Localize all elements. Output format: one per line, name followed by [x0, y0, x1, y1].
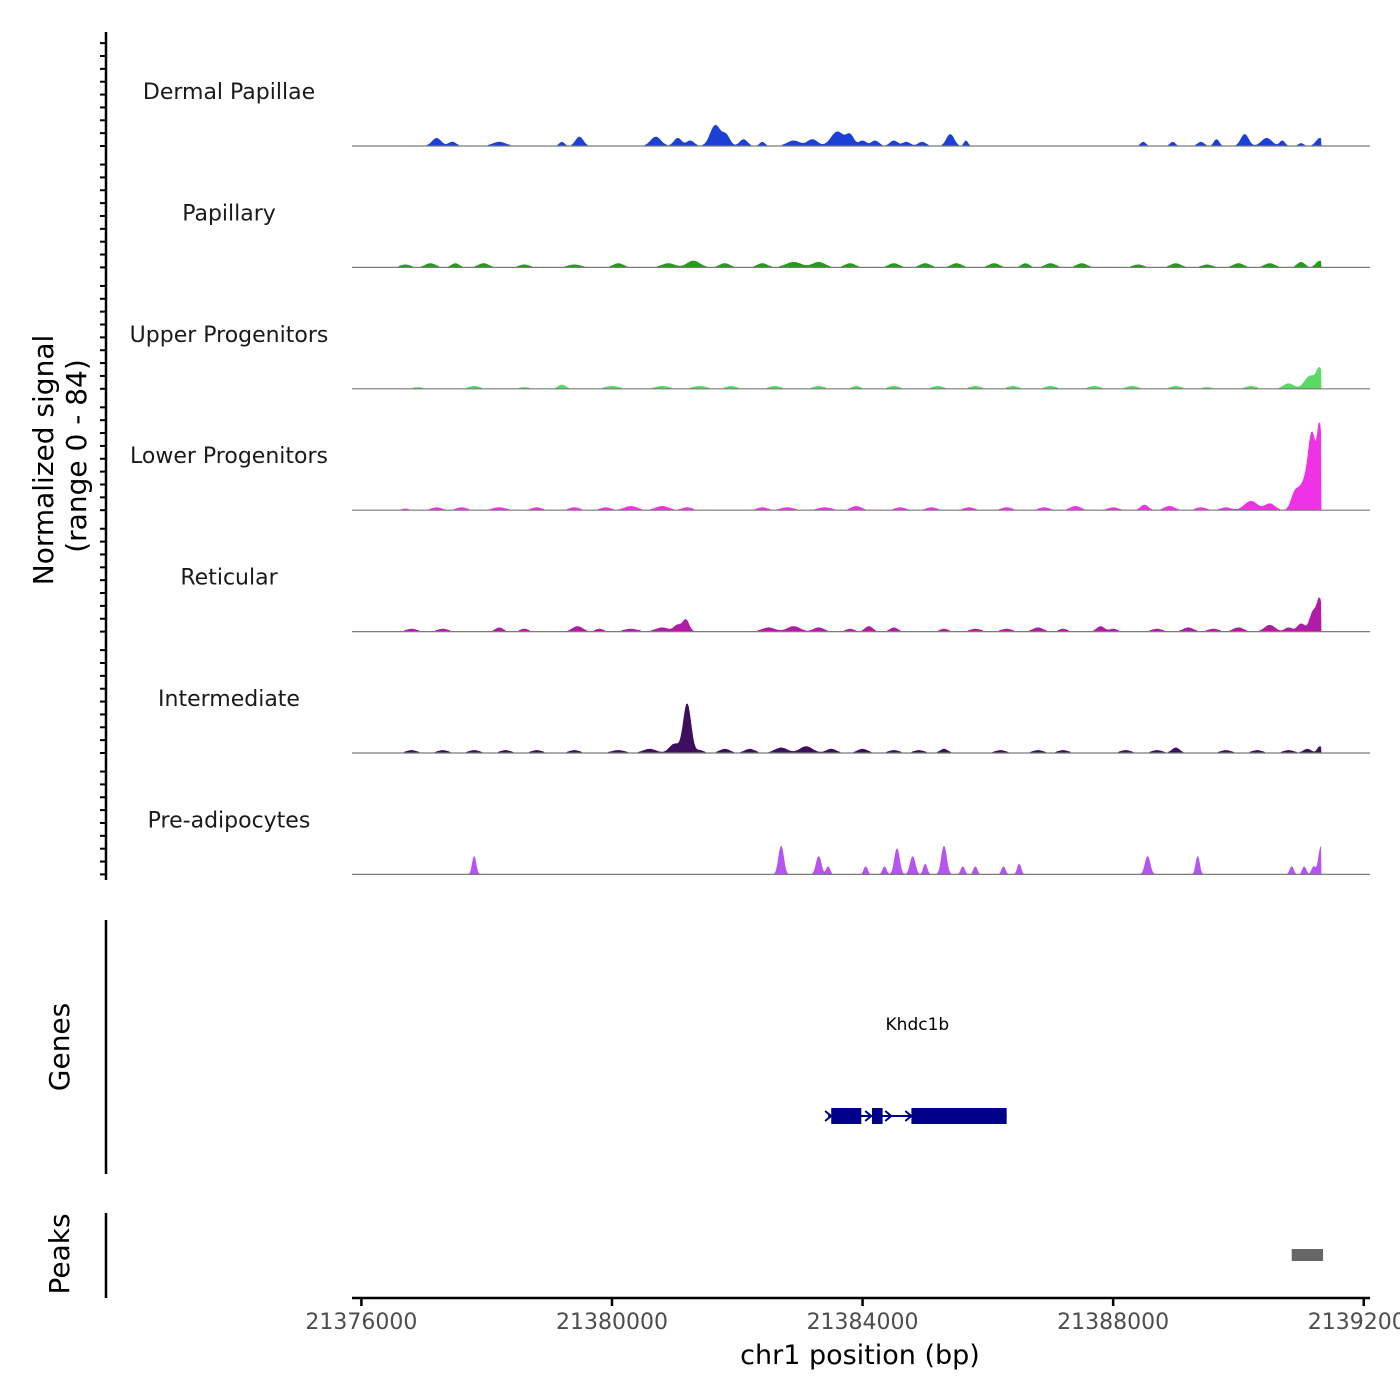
coverage-track: Upper Progenitors [130, 323, 1370, 390]
coverage-track: Reticular [180, 566, 1370, 633]
gene-model: Khdc1b [824, 1015, 1007, 1124]
coverage-y-label-line2: (range 0 - 84) [60, 359, 93, 553]
coverage-area [399, 597, 1322, 632]
track-label: Dermal Papillae [143, 80, 315, 105]
coverage-area [399, 703, 1322, 754]
track-label: Reticular [180, 566, 278, 591]
coverage-track: Lower Progenitors [130, 422, 1370, 511]
x-tick-label: 21376000 [305, 1310, 417, 1335]
coverage-y-label-line1: Normalized signal [27, 335, 60, 586]
track-label: Pre-adipocytes [148, 808, 311, 833]
gene-exon [831, 1108, 862, 1124]
coverage-area [399, 367, 1322, 390]
coverage-track: Dermal Papillae [143, 80, 1370, 147]
track-label: Upper Progenitors [130, 323, 329, 348]
x-tick-label: 21388000 [1057, 1310, 1169, 1335]
coverage-track: Intermediate [158, 687, 1370, 754]
coverage-y-ticks [100, 42, 106, 876]
coverage-area [399, 124, 1322, 147]
coverage-track: Papillary [182, 201, 1370, 268]
gene-label: Khdc1b [886, 1015, 950, 1035]
track-label: Lower Progenitors [130, 444, 328, 469]
x-axis-ticks: 21376000 21380000 21384000 21388000 21392000 [305, 1298, 1400, 1335]
strand-arrow [824, 1110, 833, 1122]
genes-panel-title: Genes [43, 1003, 76, 1091]
coverage-track: Pre-adipocytes [148, 808, 1370, 876]
peak-region [1291, 1249, 1324, 1261]
coverage-area [398, 260, 1322, 268]
peaks-panel-title: Peaks [43, 1213, 76, 1294]
coverage-y-label: Normalized signal (range 0 - 84) [27, 335, 93, 586]
track-label: Papillary [182, 201, 276, 226]
x-axis-title: chr1 position (bp) [740, 1340, 980, 1371]
track-label: Intermediate [158, 687, 300, 712]
genes-track: Khdc1b [824, 1015, 1007, 1124]
gene-exon [871, 1108, 883, 1124]
strand-arrow [884, 1110, 893, 1122]
strand-arrow [904, 1110, 913, 1122]
peaks-track [1291, 1249, 1324, 1261]
strand-arrow [864, 1110, 873, 1122]
x-tick-label: 21384000 [807, 1310, 919, 1335]
coverage-area [399, 845, 1322, 875]
gene-exon [911, 1108, 1007, 1124]
coverage-area [399, 422, 1322, 511]
x-tick-label: 21380000 [556, 1310, 668, 1335]
coverage-tracks: Dermal Papillae Papillary Upper Progenitor… [130, 80, 1370, 876]
x-tick-label: 21392000 [1308, 1310, 1400, 1335]
